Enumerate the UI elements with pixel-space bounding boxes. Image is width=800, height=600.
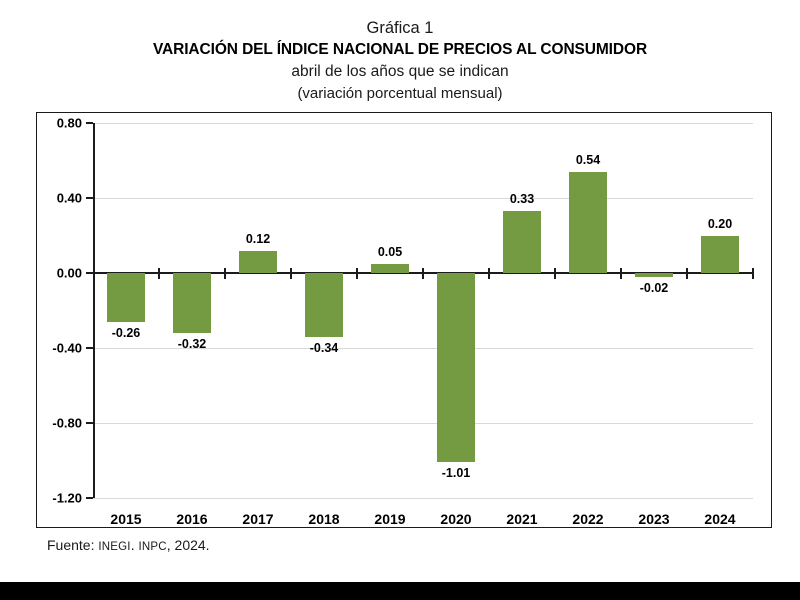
chart-frame: 0.80 0.40 0.00 -0.40 -0.80 -1.20 -0.26 -0.32 0.…	[36, 112, 772, 528]
x-axis-label: 2017	[242, 511, 274, 527]
y-axis-tick	[86, 197, 93, 199]
bar-value-label: -1.01	[441, 466, 471, 481]
bar-value-label: -0.26	[111, 325, 141, 340]
x-axis-tick	[620, 268, 622, 279]
y-axis-label: 0.80	[56, 115, 82, 131]
bar-value-label: 0.33	[509, 192, 535, 207]
source-prefix: Fuente:	[47, 537, 99, 553]
x-axis-label: 2023	[638, 511, 670, 527]
y-axis-tick	[86, 422, 93, 424]
bar	[370, 263, 410, 273]
source-series: INPC	[138, 541, 167, 553]
x-axis-label: 2021	[506, 511, 538, 527]
bar	[238, 250, 278, 273]
bar	[568, 171, 608, 273]
bar-value-label: 0.20	[707, 216, 733, 231]
bar-value-label: -0.02	[639, 280, 669, 295]
bar	[634, 273, 674, 277]
source-organization: INEGI	[98, 541, 131, 553]
bar	[436, 273, 476, 463]
bar-value-label: 0.12	[245, 231, 271, 246]
bar-value-label: 0.05	[377, 244, 403, 259]
x-axis-tick	[488, 268, 490, 279]
y-axis-tick	[86, 497, 93, 499]
chart-title-block: Gráfica 1 VARIACIÓN DEL ÍNDICE NACIONAL …	[0, 18, 800, 104]
bar	[106, 273, 146, 322]
x-axis-tick	[422, 268, 424, 279]
y-axis-label: -1.20	[52, 490, 82, 506]
chart-units-subtitle: (variación porcentual mensual)	[297, 85, 503, 102]
bar-value-label: -0.32	[177, 337, 207, 351]
x-axis-label: 2024	[704, 511, 736, 527]
source-note: Fuente: INEGI. INPC, 2024.	[47, 537, 210, 553]
bottom-black-band	[0, 582, 800, 600]
chart-main-title: VARIACIÓN DEL ÍNDICE NACIONAL DE PRECIOS…	[152, 41, 648, 58]
source-suffix: , 2024.	[166, 537, 210, 553]
gridline	[93, 198, 753, 199]
x-axis-label: 2022	[572, 511, 604, 527]
x-axis-label: 2016	[176, 511, 208, 527]
x-axis-tick	[752, 268, 754, 279]
gridline	[93, 423, 753, 424]
bar	[304, 273, 344, 337]
bar-value-label: 0.54	[575, 152, 601, 167]
gridline	[93, 123, 753, 124]
y-axis-tick	[86, 347, 93, 349]
bar	[700, 235, 740, 273]
x-axis-tick	[686, 268, 688, 279]
gridline	[93, 498, 753, 499]
y-axis-tick	[86, 272, 93, 274]
x-axis-label: 2015	[110, 511, 142, 527]
x-axis-tick	[224, 268, 226, 279]
x-axis-label: 2020	[440, 511, 472, 527]
y-axis-label: 0.00	[56, 265, 82, 281]
x-axis-tick	[356, 268, 358, 279]
chart-subtitle: abril de los años que se indican	[291, 63, 509, 80]
y-axis-label: -0.80	[52, 415, 82, 431]
source-separator: .	[130, 537, 139, 553]
x-axis-tick	[554, 268, 556, 279]
x-axis-label: 2018	[308, 511, 340, 527]
x-axis-tick	[158, 268, 160, 279]
y-axis-line	[93, 123, 95, 498]
x-axis-tick	[290, 268, 292, 279]
bar	[172, 273, 212, 333]
bar	[502, 211, 542, 273]
y-axis-tick	[86, 122, 93, 124]
plot-area: 0.80 0.40 0.00 -0.40 -0.80 -1.20 -0.26 -0.32 0.…	[52, 116, 754, 527]
y-axis-label: 0.40	[56, 190, 82, 206]
y-axis-label: -0.40	[52, 340, 82, 356]
bar-value-label: -0.34	[309, 340, 339, 355]
gridline	[93, 348, 753, 349]
chart-number-title: Gráfica 1	[366, 19, 434, 37]
x-axis-label: 2019	[374, 511, 406, 527]
